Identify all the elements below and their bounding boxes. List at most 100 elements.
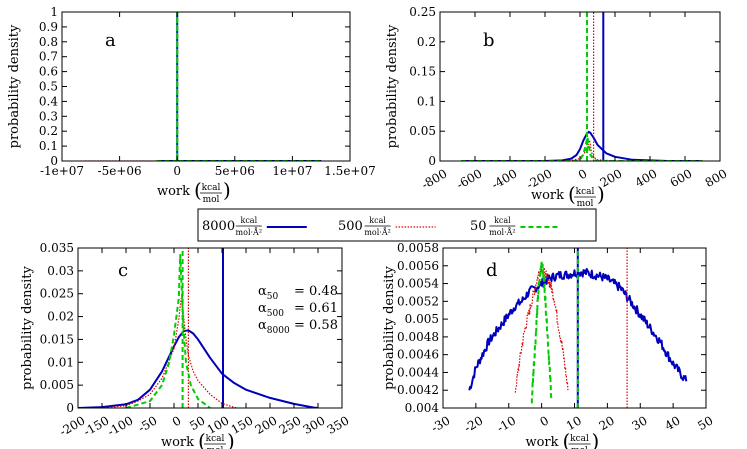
legend-label-k8000: 8000	[202, 219, 235, 234]
x-axis-paren-open: (	[568, 182, 576, 206]
series-line-k50-4	[125, 253, 211, 408]
x-axis-paren-open: (	[194, 178, 202, 202]
x-tick-label: 50	[695, 413, 715, 433]
y-tick-label: 0.02	[47, 310, 74, 324]
series-line-k500-0	[85, 12, 322, 161]
y-tick-label: 0.9	[39, 20, 58, 34]
y-tick-label: 0.005	[405, 312, 439, 326]
panel-d-series	[468, 248, 688, 408]
alpha-annotation: α50	[258, 284, 279, 302]
x-tick-label: -1e+07	[40, 164, 84, 178]
x-axis-label-word: work	[525, 435, 558, 449]
x-tick-label: 600	[668, 166, 695, 190]
x-axis-unit-denominator: mol	[571, 446, 588, 449]
y-axis-label: probability density	[385, 24, 400, 148]
x-tick-label: 350	[325, 413, 352, 437]
x-tick-label: 10	[564, 413, 584, 433]
legend-unit-numerator: kcal	[240, 216, 257, 225]
x-tick-label: 250	[277, 413, 304, 437]
y-tick-label: 0.2	[39, 124, 58, 138]
y-tick-label: 0.05	[409, 124, 436, 138]
series-line-k8000-0	[78, 329, 319, 408]
alpha-annotation: α8000	[258, 318, 290, 336]
y-tick-label: 0.0044	[397, 365, 439, 379]
series-line-k500-2	[101, 297, 237, 408]
legend-unit-denominator: mol·Å²	[236, 228, 263, 237]
x-tick-label: 20	[597, 413, 617, 433]
panel-b-frame	[439, 11, 721, 162]
x-axis-paren-close: )	[597, 182, 605, 206]
x-tick-label: -100	[105, 413, 135, 439]
alpha-annotation-value: = 0.58	[294, 318, 338, 333]
x-axis-unit-denominator: mol	[203, 195, 220, 205]
alpha-annotation-value: = 0.61	[294, 301, 338, 316]
y-tick-label: 0.3	[39, 109, 58, 123]
y-tick-label: 0	[428, 154, 436, 168]
legend-item-k500: 500 kcal mol·Å²	[338, 216, 436, 237]
legend-label-k50: 50	[470, 219, 487, 234]
x-axis-unit-numerator: kcal	[206, 434, 225, 444]
x-tick-label: 200	[253, 413, 280, 437]
x-tick-label: 40	[662, 413, 682, 433]
x-tick-label: 400	[633, 166, 660, 190]
series-line-k50-4	[530, 261, 553, 404]
x-tick-label: 0	[576, 166, 590, 182]
x-tick-label: 1e+07	[272, 164, 312, 178]
x-tick-label: -20	[462, 413, 486, 435]
panel-b-label: b	[483, 30, 495, 51]
panel-c-chart: -200-150-100 -50 0 5010015020025030035000.0…	[20, 241, 352, 449]
y-tick-label: 0.0052	[397, 294, 439, 308]
legend-unit-denominator: mol·Å²	[489, 228, 516, 237]
x-axis-unit-numerator: kcal	[202, 183, 221, 193]
y-tick-label: 0.015	[40, 332, 74, 346]
legend-unit-numerator: kcal	[369, 216, 386, 225]
y-tick-label: 0.03	[47, 264, 74, 278]
alpha-annotation-value: = 0.48	[294, 284, 338, 299]
series-line-k50-2	[156, 12, 322, 161]
panel-a-series	[85, 12, 322, 161]
y-tick-label: 0.0046	[397, 348, 439, 362]
y-tick-label: 0	[66, 401, 74, 415]
x-tick-label: 0	[173, 164, 181, 178]
panel-b-chart: -800 -600 -400 -200 0 200 400 600 80000.050.10.1…	[385, 5, 730, 209]
legend-item-k8000: 8000 kcal mol·Å²	[202, 216, 307, 237]
x-tick-label: 1.5e+07	[324, 164, 376, 178]
y-tick-label: 0.2	[417, 35, 436, 49]
x-axis-unit-denominator: mol	[207, 446, 224, 449]
panel-d-chart: -30 -20 -10 0 10 20 30 40 50 0.004 0.0042 0.0044 0.0…	[382, 241, 716, 449]
y-tick-label: 0.5	[39, 80, 58, 94]
y-tick-label: 0.0042	[397, 383, 439, 397]
y-tick-label: 0.005	[40, 378, 74, 392]
legend-unit-numerator: kcal	[494, 216, 511, 225]
y-tick-label: 0.15	[409, 65, 436, 79]
y-tick-label: 0.035	[40, 241, 74, 255]
x-axis-label-word: work	[531, 188, 564, 203]
panel-a-chart: -1e+07 -5e+06 0 5e+06 1e+07 1.5e+0700.10.20.3…	[7, 5, 376, 205]
x-axis-paren-close: )	[227, 429, 235, 449]
x-tick-label: 30	[630, 413, 650, 433]
x-tick-label: -800	[419, 166, 449, 192]
y-tick-label: 0.8	[39, 35, 58, 49]
panel-a-label: a	[105, 30, 116, 51]
y-tick-label: 0.0058	[397, 241, 439, 255]
y-tick-label: 0.004	[405, 401, 440, 415]
x-axis-paren-close: )	[223, 178, 231, 202]
y-tick-label: 0.0056	[397, 259, 439, 273]
x-axis-paren-open: (	[563, 429, 571, 449]
x-axis-unit-denominator: mol	[577, 199, 594, 209]
x-tick-label: 5e+06	[215, 164, 255, 178]
legend-box	[197, 208, 597, 242]
y-tick-label: 1	[50, 5, 58, 19]
panel-c-frame	[77, 247, 343, 409]
series-line-k8000-1	[158, 12, 322, 161]
x-tick-label: -600	[454, 166, 484, 192]
legend-label-k500: 500	[338, 219, 363, 234]
panel-c-label: c	[118, 260, 128, 281]
x-axis-paren-open: (	[198, 429, 206, 449]
y-axis-label: probability density	[382, 265, 397, 389]
y-tick-label: 0.025	[40, 287, 74, 301]
x-tick-label: 50	[187, 413, 207, 433]
y-tick-label: 0.1	[417, 94, 436, 108]
x-tick-label: 0	[538, 413, 552, 429]
